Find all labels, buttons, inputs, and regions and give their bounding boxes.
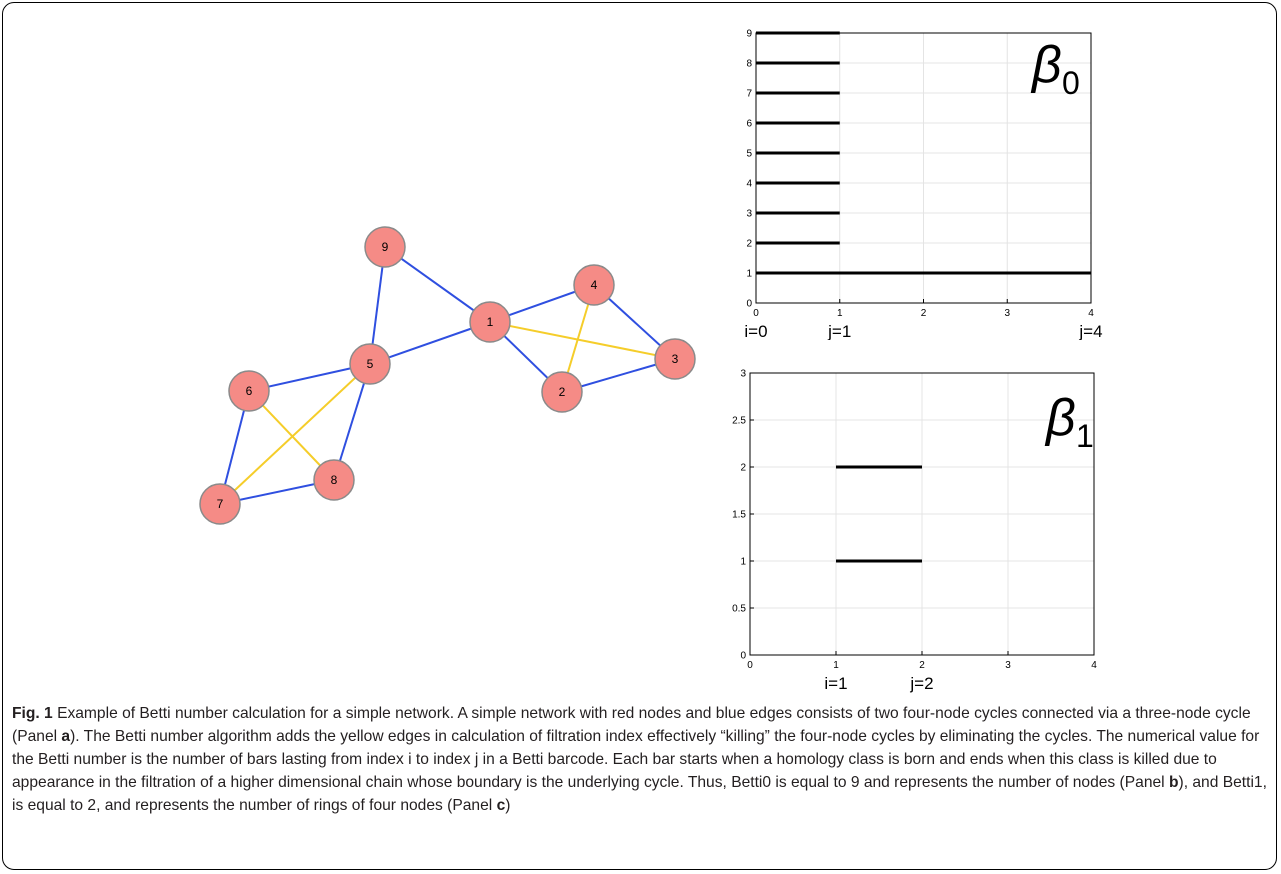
node-circle	[654, 338, 696, 380]
node-label: 8	[331, 473, 338, 487]
node-circle	[573, 264, 615, 306]
caption-text-3: ), and Betti1, is equal to 2, and repres…	[12, 774, 1267, 814]
index-label: j=2	[909, 674, 933, 693]
beta-symbol: β	[1030, 36, 1062, 94]
node-7: 7	[199, 483, 241, 525]
node-circle	[228, 370, 270, 412]
y-tick-label: 1	[740, 557, 746, 568]
index-labels-layer: i=1 j=2	[824, 674, 933, 693]
figure-label: Fig. 1	[12, 705, 53, 722]
node-circle	[313, 459, 355, 501]
node-1: 1	[469, 301, 511, 343]
node-2: 2	[541, 371, 583, 413]
panel-a-ref: a	[61, 728, 71, 745]
y-tick-label: 9	[746, 29, 752, 40]
caption-text-1: Example of Betti number calculation for …	[12, 705, 1251, 745]
beta-subscript: 0	[1062, 65, 1080, 101]
x-tick-label: 0	[753, 308, 759, 319]
node-label: 7	[217, 497, 224, 511]
blue-edge-1-5	[369, 321, 491, 365]
node-6: 6	[228, 370, 270, 412]
caption-text-2: ). The Betti number algorithm adds the y…	[12, 728, 1260, 791]
y-tick-label: 5	[746, 149, 752, 160]
figure-caption: Fig. 1 Example of Betti number calculati…	[12, 702, 1270, 817]
node-8: 8	[313, 459, 355, 501]
beta-symbol: β	[1044, 389, 1076, 447]
y-tick-label: 1.5	[732, 510, 746, 521]
node-label: 3	[672, 352, 679, 366]
x-tick-label: 2	[921, 308, 927, 319]
y-tick-label: 2	[746, 239, 752, 250]
node-5: 5	[349, 343, 391, 385]
y-tick-label: 0	[746, 299, 752, 310]
index-label: j=1	[827, 322, 851, 340]
x-tick-label: 2	[919, 660, 925, 671]
node-circle	[364, 226, 406, 268]
betti0-barcode-chart: 0 1 2 3 4 0 1 2 3 4 5 6 7 8 9 i=0 j=1 j=4 β 0	[744, 29, 1102, 341]
node-label: 2	[559, 385, 566, 399]
blue-edge-9-1	[384, 246, 491, 323]
ticks-layer: 0 1 2 3 4 0 1 2 3 4 5 6 7 8 9	[746, 29, 1094, 320]
x-tick-label: 0	[747, 660, 753, 671]
ticks-layer: 0 1 2 3 4 0 0.5 1 1.5 2 2.5 3	[732, 369, 1097, 672]
nodes-layer: 1 2 3 4 5 6 7 8 9	[199, 226, 696, 525]
x-tick-label: 3	[1005, 660, 1011, 671]
y-tick-label: 2	[740, 463, 746, 474]
node-label: 1	[487, 315, 494, 329]
node-circle	[541, 371, 583, 413]
betti1-barcode-chart: 0 1 2 3 4 0 0.5 1 1.5 2 2.5 3 i=1 j=2 β 1	[732, 369, 1097, 694]
node-label: 6	[246, 384, 253, 398]
yellow-edge-1-3	[489, 321, 676, 360]
index-label: i=1	[824, 674, 847, 693]
y-tick-label: 6	[746, 119, 752, 130]
yellow-edge-5-7	[219, 363, 371, 505]
axes-box	[755, 32, 1092, 304]
y-tick-label: 0.5	[732, 604, 746, 615]
node-3: 3	[654, 338, 696, 380]
y-tick-label: 3	[746, 209, 752, 220]
y-tick-label: 1	[746, 269, 752, 280]
y-tick-label: 8	[746, 59, 752, 70]
y-tick-label: 0	[740, 651, 746, 662]
node-label: 5	[367, 357, 374, 371]
node-circle	[199, 483, 241, 525]
x-tick-label: 3	[1004, 308, 1010, 319]
node-circle	[469, 301, 511, 343]
x-tick-label: 4	[1088, 308, 1094, 319]
panel-b-ref: b	[1168, 774, 1179, 791]
panel-c-ref: c	[496, 797, 506, 814]
y-tick-label: 7	[746, 89, 752, 100]
x-tick-label: 4	[1091, 660, 1097, 671]
node-4: 4	[573, 264, 615, 306]
network-diagram: 1 2 3 4 5 6 7 8 9	[199, 226, 696, 525]
y-tick-label: 2.5	[732, 416, 746, 427]
y-tick-label: 4	[746, 179, 752, 190]
grid-layer	[749, 372, 1095, 656]
bars-layer	[836, 465, 922, 563]
beta-subscript: 1	[1076, 418, 1094, 454]
x-tick-label: 1	[837, 308, 843, 319]
axes-box	[749, 372, 1095, 656]
index-label: j=4	[1078, 322, 1102, 340]
node-9: 9	[364, 226, 406, 268]
node-circle	[349, 343, 391, 385]
node-label: 9	[382, 240, 389, 254]
y-tick-label: 3	[740, 369, 746, 380]
caption-text-4: )	[505, 797, 511, 814]
x-tick-label: 1	[833, 660, 839, 671]
index-label: i=0	[744, 322, 767, 340]
index-labels-layer: i=0 j=1 j=4	[744, 322, 1102, 340]
node-label: 4	[591, 278, 598, 292]
